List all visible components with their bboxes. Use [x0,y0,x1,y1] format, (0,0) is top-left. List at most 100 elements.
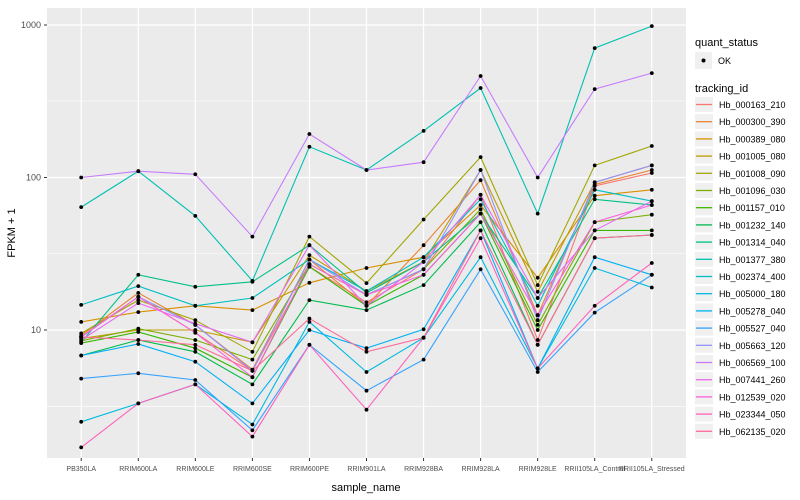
y-axis-title: FPKM + 1 [6,208,18,257]
data-point [136,272,141,277]
data-point [535,303,540,308]
data-point [478,74,483,78]
data-point [136,371,141,376]
legend-entry: Hb_005278_040 [695,303,786,319]
data-point [193,382,198,387]
data-point [649,233,654,237]
data-point [307,262,312,267]
data-point [421,267,426,272]
data-point [535,338,540,342]
data-point [193,303,198,308]
data-point [307,320,312,324]
legend-tracking-title: tracking_id [695,83,748,95]
x-tick-label: RRIM928LE [519,466,557,473]
data-point [421,335,426,340]
data-point [79,205,84,210]
data-point [535,323,540,327]
legend-entry: Hb_000389_080 [695,131,786,147]
data-point [649,163,654,168]
x-tick-label: RRIM600SE [233,466,272,473]
legend-entry-label: Hb_005278_040 [719,306,786,316]
data-point [478,207,483,212]
data-point [535,328,540,332]
data-point [649,187,654,192]
data-point [421,259,426,264]
data-point [421,129,426,133]
data-point [136,284,141,288]
data-point [421,217,426,222]
legend-entry: Hb_001314_040 [695,234,786,250]
legend-entry: Hb_005000_180 [695,286,786,302]
data-point [250,234,255,239]
data-point [478,203,483,207]
legend-entry-label: Hb_000389_080 [719,134,786,144]
plot-panel-layer [47,8,686,458]
x-axis-title: sample_name [331,482,400,494]
data-point [364,388,369,393]
data-point [478,267,483,272]
data-point [535,370,540,374]
data-point [592,187,597,192]
data-point [79,175,84,180]
data-point [193,330,198,335]
data-point [79,376,84,381]
data-point [250,375,255,380]
data-point [136,342,141,346]
legend-entry-label: Hb_000300_390 [719,117,786,127]
legend-quant-key: OK [695,52,731,69]
data-point [649,272,654,277]
data-point [79,338,84,342]
data-point [307,132,312,136]
data-point [478,192,483,197]
legend-entry-label: Hb_001232_140 [719,220,786,230]
legend-entry: Hb_001005_080 [695,148,786,164]
legend-quant-status-title: quant_status [695,37,758,49]
legend-entry: Hb_005527_040 [695,320,786,336]
data-point [307,298,312,302]
legend-entry: Hb_001096_030 [695,183,786,198]
data-point [421,255,426,260]
data-point [535,175,540,180]
legend-quant-label: OK [718,56,731,66]
data-point [193,349,198,354]
legend-entry: Hb_012539_020 [695,389,786,405]
legend-entry-label: Hb_062135_020 [719,427,786,437]
data-point [250,422,255,427]
data-point [478,86,483,90]
data-point [136,294,141,299]
data-point [649,144,654,148]
data-point [649,203,654,207]
data-point [649,171,654,175]
data-point [649,228,654,233]
data-point [649,168,654,172]
data-point [79,419,84,424]
data-point [478,236,483,241]
data-point [364,289,369,293]
data-point [250,349,255,354]
data-point [592,303,597,308]
data-point [649,212,654,217]
data-point [649,261,654,265]
data-point [535,211,540,216]
data-point [421,283,426,287]
x-tick-label: RRIM928BA [404,466,443,473]
legend-entries: Hb_000163_210 Hb_000300_390 Hb_000389_080 H… [695,97,786,439]
data-point [535,342,540,347]
legend-entry-label: Hb_000163_210 [719,100,786,110]
data-point [535,366,540,371]
data-point [79,320,84,324]
data-point [307,234,312,239]
data-point [478,211,483,216]
x-tick-label: RRIM600LE [176,466,214,473]
data-point [136,338,141,342]
data-point [535,275,540,280]
data-point [592,255,597,260]
legend-entry-label: Hb_005527_040 [719,324,786,334]
data-point [193,328,198,332]
data-point [79,303,84,307]
data-point [421,357,426,362]
data-point [535,289,540,294]
legend-entry-label: Hb_005000_180 [719,289,786,299]
data-point [79,331,84,336]
data-point [364,266,369,270]
